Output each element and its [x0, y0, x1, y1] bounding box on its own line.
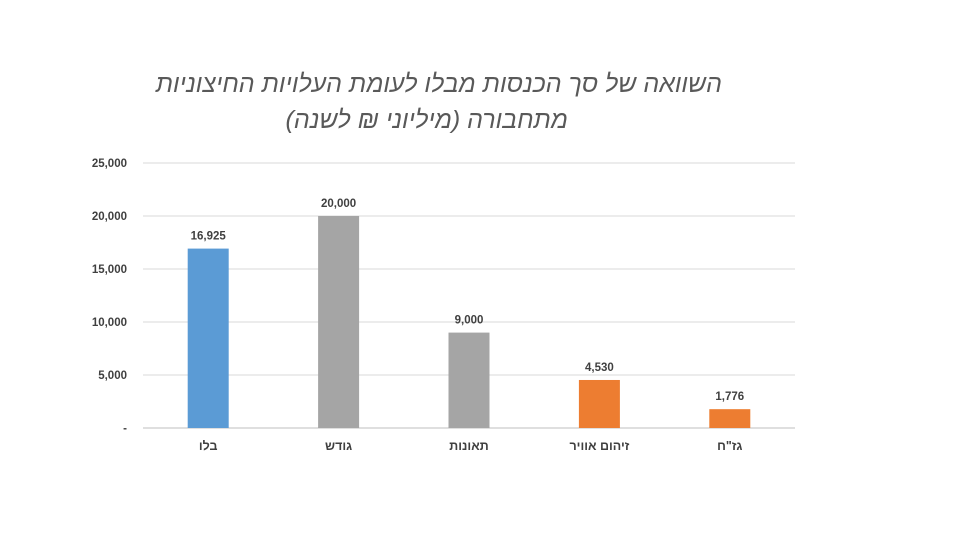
- chart-subtitle: מתחבורה (מיליוני ₪ לשנה): [285, 106, 568, 134]
- x-axis: בלו גודש תאונות זיהום אוויר גז"ח: [199, 439, 743, 453]
- bar: [448, 332, 490, 428]
- bars: [187, 216, 751, 428]
- data-labels: 16,925 20,000 9,000 4,530 1,776: [191, 198, 745, 403]
- y-tick-label: -: [123, 423, 127, 435]
- y-tick-label: 25,000: [92, 158, 127, 170]
- x-tick-label: תאונות: [449, 439, 488, 453]
- x-tick-label: זיהום אוויר: [569, 439, 629, 453]
- bar: [709, 409, 751, 428]
- bar: [187, 248, 229, 428]
- x-tick-label: בלו: [199, 439, 218, 453]
- y-tick-label: 20,000: [92, 211, 127, 223]
- chart-title: השוואה של סך הכנסות מבלו לעומת העלויות ה…: [155, 70, 722, 98]
- data-label: 4,530: [585, 362, 614, 374]
- y-tick-label: 5,000: [98, 370, 127, 382]
- data-label: 1,776: [715, 391, 744, 403]
- y-axis: - 5,000 10,000 15,000 20,000 25,000: [92, 158, 127, 435]
- data-label: 20,000: [321, 198, 356, 210]
- y-tick-label: 15,000: [92, 264, 127, 276]
- data-label: 9,000: [455, 315, 484, 327]
- x-tick-label: גז"ח: [717, 439, 742, 453]
- y-tick-label: 10,000: [92, 317, 127, 329]
- bar: [318, 216, 360, 428]
- bar: [578, 379, 620, 428]
- x-tick-label: גודש: [325, 439, 352, 453]
- data-label: 16,925: [191, 231, 227, 243]
